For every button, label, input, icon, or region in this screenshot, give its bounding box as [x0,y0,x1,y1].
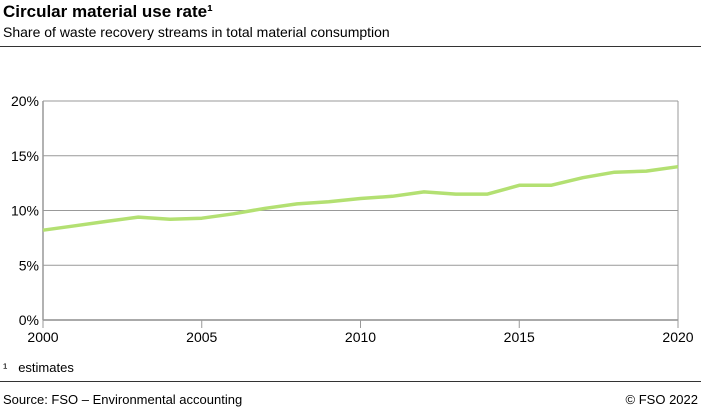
copyright: © FSO 2022 [625,392,698,407]
footnote-text: estimates [18,360,74,375]
footnote: ¹ estimates [3,360,74,375]
divider [0,46,701,47]
x-tick-label: 2020 [662,329,693,345]
chart-title: Circular material use rate¹ [3,2,213,21]
footnote-mark: ¹ [3,360,8,375]
y-tick-label: 15% [11,148,39,164]
source: Source: FSO – Environmental accounting [3,392,243,407]
x-tick-label: 2005 [186,329,217,345]
chart-subtitle: Share of waste recovery streams in total… [3,24,390,40]
y-tick-label: 10% [11,203,39,219]
x-tick-label: 2000 [27,329,58,345]
x-tick-label: 2015 [504,329,535,345]
divider [0,381,701,382]
x-tick-label: 2010 [345,329,376,345]
y-tick-label: 0% [19,312,39,328]
y-tick-label: 5% [19,257,39,273]
y-tick-label: 20% [11,93,39,109]
